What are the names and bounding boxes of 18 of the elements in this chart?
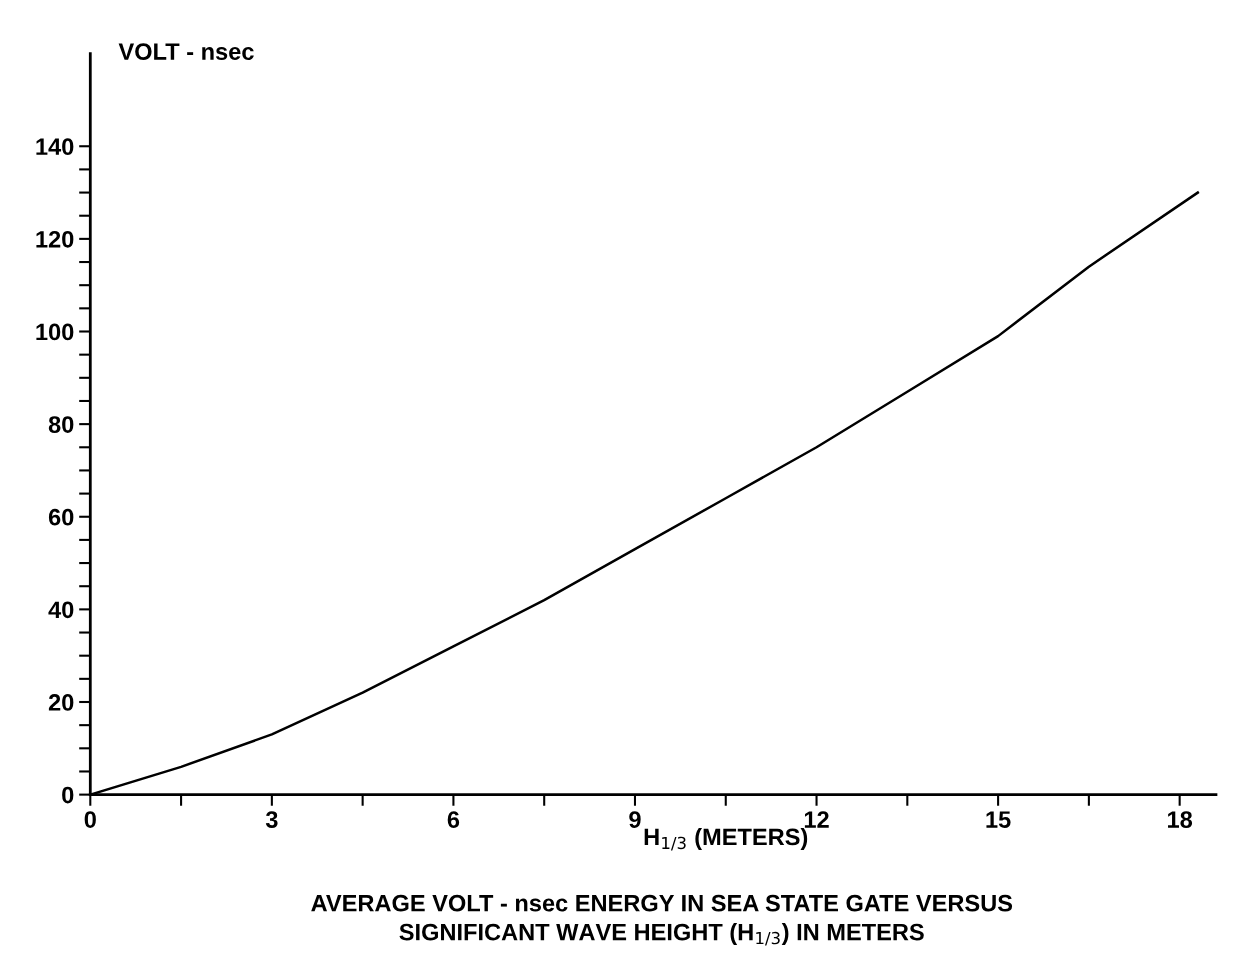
x-tick-label: 6 (447, 811, 460, 828)
x-tick-label: 18 (1168, 811, 1193, 828)
y-tick-label: 100 (36, 323, 74, 341)
y-tick-label: 80 (48, 416, 74, 433)
x-tick-label: 12 (804, 811, 829, 828)
y-tick-label: 40 (48, 601, 74, 619)
y-tick-label: 120 (36, 230, 74, 248)
text: AVERAGE VOLT - nsec ENERGY IN SEA STATE GATE VERSUS SIGNIFICANT WAVE HEIGHT (H$_{1/3}$) IN METERS (311, 894, 1013, 946)
y-axis-title: VOLT - nsec (118, 43, 254, 60)
x-tick-label: 15 (986, 811, 1011, 828)
y-tick-label: 20 (48, 694, 74, 711)
x-tick-label: 9 (629, 811, 641, 828)
x-tick-label: 0 (84, 811, 96, 828)
y-tick-label: 60 (48, 508, 74, 526)
x-axis-title: H$_{1/3}$ (METERS) (644, 827, 808, 851)
y-tick-label: 140 (36, 138, 74, 156)
x-tick-label: 3 (265, 811, 278, 828)
y-tick-label: 0 (62, 786, 74, 804)
